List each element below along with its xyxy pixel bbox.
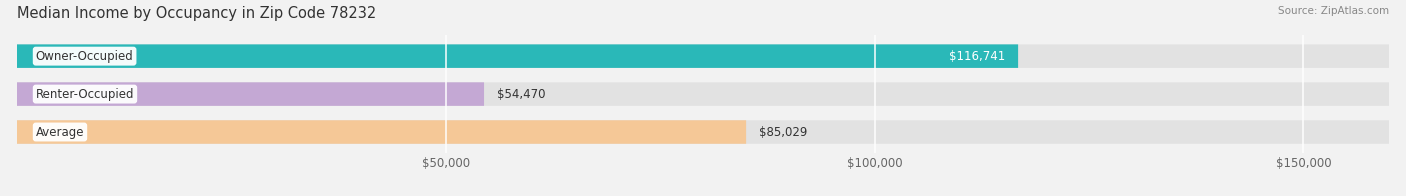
Text: Source: ZipAtlas.com: Source: ZipAtlas.com [1278,6,1389,16]
Text: Average: Average [35,125,84,139]
Text: $85,029: $85,029 [759,125,807,139]
FancyBboxPatch shape [17,120,747,144]
Text: $54,470: $54,470 [496,88,546,101]
FancyBboxPatch shape [17,120,1389,144]
Text: Owner-Occupied: Owner-Occupied [35,50,134,63]
FancyBboxPatch shape [17,82,1389,106]
Text: $116,741: $116,741 [949,50,1005,63]
FancyBboxPatch shape [17,44,1018,68]
FancyBboxPatch shape [17,44,1389,68]
Text: Median Income by Occupancy in Zip Code 78232: Median Income by Occupancy in Zip Code 7… [17,6,377,21]
FancyBboxPatch shape [17,82,484,106]
Text: Renter-Occupied: Renter-Occupied [35,88,134,101]
